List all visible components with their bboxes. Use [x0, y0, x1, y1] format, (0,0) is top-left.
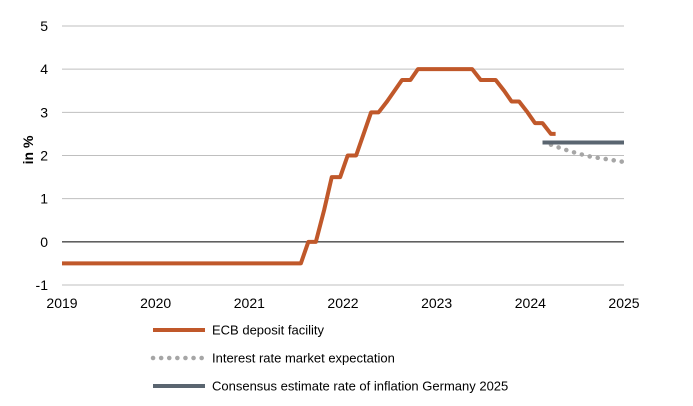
y-tick-label: -1	[36, 277, 49, 293]
legend-label: Interest rate market expectation	[212, 351, 395, 366]
series-line-0	[62, 67, 556, 266]
y-tick-label: 5	[40, 18, 48, 34]
x-tick-label: 2024	[515, 295, 546, 311]
x-tick-label: 2021	[234, 295, 265, 311]
x-tick-label: 2022	[327, 295, 358, 311]
legend-label: Consensus estimate rate of inflation Ger…	[212, 379, 508, 394]
legend-label: ECB deposit facility	[212, 323, 324, 338]
y-tick-label: 1	[40, 191, 48, 207]
y-axis-label: in %	[20, 135, 36, 164]
y-tick-label: 4	[40, 61, 48, 77]
series-line-1	[548, 142, 627, 165]
y-tick-label: 3	[40, 104, 48, 120]
x-tick-label: 2025	[608, 295, 639, 311]
gridlines	[62, 25, 624, 286]
y-axis-ticks: -1 0 1 2 3 4 5	[36, 18, 49, 293]
x-tick-label: 2019	[46, 295, 77, 311]
x-axis-ticks: 2019 2020 2021 2022 2023 2024 2025	[46, 295, 639, 311]
x-tick-label: 2020	[140, 295, 171, 311]
x-tick-label: 2023	[421, 295, 452, 311]
legend: ECB deposit facility Interest rate market…	[150, 323, 508, 394]
series-layer	[62, 67, 627, 266]
y-tick-label: 0	[40, 234, 48, 250]
y-tick-label: 2	[40, 148, 48, 164]
